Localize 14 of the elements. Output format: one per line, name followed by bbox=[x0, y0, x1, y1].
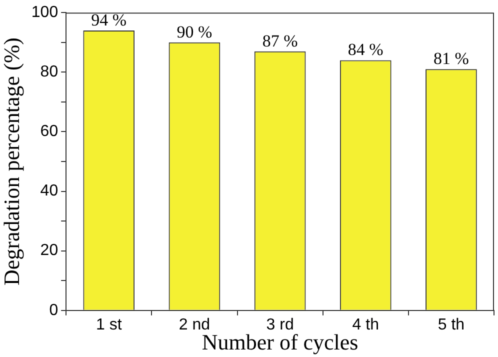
y-axis-title: Degradation percentage (%) bbox=[0, 38, 24, 286]
data-label: 84 % bbox=[348, 40, 384, 60]
data-label: 90 % bbox=[176, 22, 212, 42]
y-tick-label: 80 bbox=[40, 64, 58, 81]
y-tick-label: 0 bbox=[49, 302, 58, 319]
data-label: 87 % bbox=[262, 31, 298, 50]
data-label: 81 % bbox=[434, 49, 469, 68]
y-tick-label: 100 bbox=[31, 4, 58, 22]
data-label: 94 % bbox=[91, 10, 127, 30]
y-tick-label: 20 bbox=[40, 242, 58, 260]
x-tick-label: 1 st bbox=[96, 316, 122, 334]
x-tick-label: 5 th bbox=[438, 316, 465, 334]
y-tick-label: 40 bbox=[40, 182, 58, 200]
y-tick-label: 60 bbox=[40, 123, 58, 140]
